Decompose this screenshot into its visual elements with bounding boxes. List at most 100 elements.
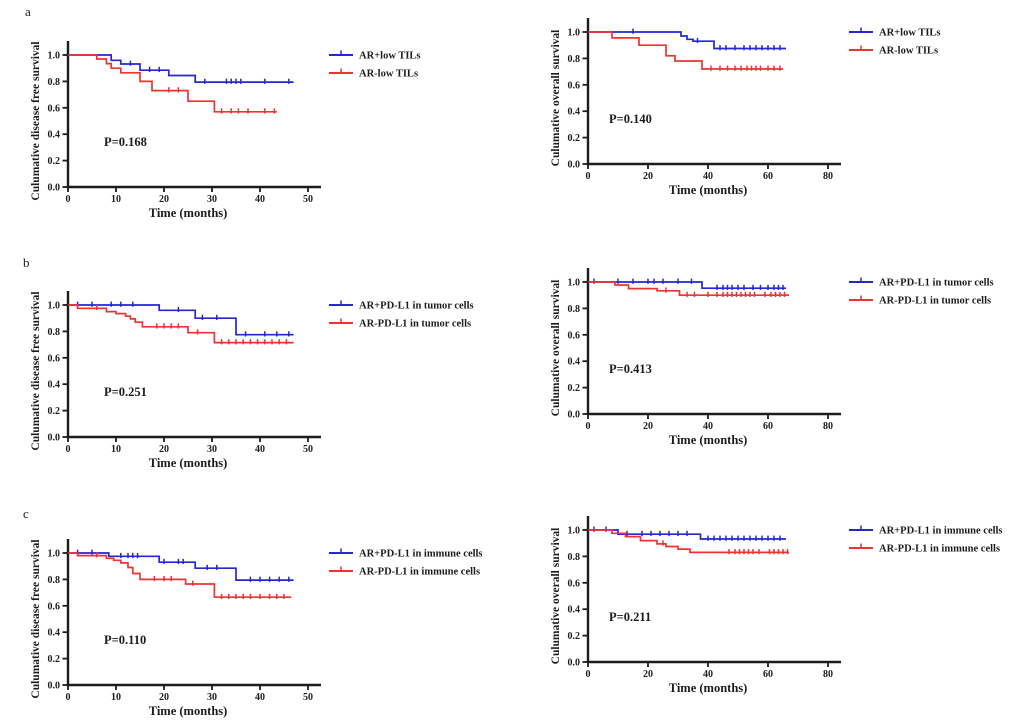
svg-text:0.2: 0.2 xyxy=(568,383,581,394)
svg-text:60: 60 xyxy=(763,669,773,680)
svg-text:P=0.168: P=0.168 xyxy=(104,135,147,149)
svg-text:Time (months): Time (months) xyxy=(149,456,228,470)
svg-text:0: 0 xyxy=(66,194,71,205)
svg-text:AR+low TILs: AR+low TILs xyxy=(359,51,421,62)
svg-text:0.0: 0.0 xyxy=(48,433,61,444)
svg-text:Culumative overall survival: Culumative overall survival xyxy=(550,280,562,417)
svg-text:1.0: 1.0 xyxy=(48,301,61,312)
svg-text:0.6: 0.6 xyxy=(48,601,61,612)
svg-text:AR+PD-L1 in immune cells: AR+PD-L1 in immune cells xyxy=(879,526,1003,537)
svg-text:20: 20 xyxy=(159,194,169,205)
km-chart-a-os: 0.0 0.2 0.4 0.6 0.8 1.0 0 20 40 60 80 Time (months)… xyxy=(550,18,941,197)
svg-text:0.0: 0.0 xyxy=(568,658,581,669)
svg-text:0.6: 0.6 xyxy=(568,330,581,341)
svg-text:0.4: 0.4 xyxy=(48,380,61,391)
svg-text:50: 50 xyxy=(303,692,313,703)
svg-text:Time (months): Time (months) xyxy=(669,183,748,197)
svg-text:40: 40 xyxy=(255,692,265,703)
svg-text:40: 40 xyxy=(255,444,265,455)
svg-text:0.2: 0.2 xyxy=(568,631,581,642)
svg-text:0: 0 xyxy=(586,171,591,182)
svg-text:0.8: 0.8 xyxy=(48,77,61,88)
svg-text:Time (months): Time (months) xyxy=(149,704,228,718)
svg-text:0.8: 0.8 xyxy=(568,54,581,65)
panel-letter-b: b xyxy=(23,255,30,270)
svg-text:0.8: 0.8 xyxy=(48,575,61,586)
svg-text:1.0: 1.0 xyxy=(568,278,581,289)
panel-letter-c: c xyxy=(23,506,29,521)
svg-text:0.2: 0.2 xyxy=(48,156,61,167)
svg-text:20: 20 xyxy=(643,171,653,182)
svg-text:60: 60 xyxy=(763,421,773,432)
km-chart-a-dfs: 0.0 0.2 0.4 0.6 0.8 1.0 0 10 20 30 40 50 Time (month… xyxy=(30,41,421,220)
svg-text:50: 50 xyxy=(303,194,313,205)
svg-text:0.6: 0.6 xyxy=(48,103,61,114)
svg-text:0.0: 0.0 xyxy=(568,410,581,421)
svg-text:AR-low TILs: AR-low TILs xyxy=(359,69,418,80)
svg-text:1.0: 1.0 xyxy=(48,549,61,560)
svg-text:50: 50 xyxy=(303,444,313,455)
svg-text:1.0: 1.0 xyxy=(568,28,581,39)
svg-text:1.0: 1.0 xyxy=(48,51,61,62)
svg-text:0.2: 0.2 xyxy=(48,654,61,665)
svg-text:0: 0 xyxy=(66,444,71,455)
svg-text:Time (months): Time (months) xyxy=(149,206,228,220)
svg-text:0.0: 0.0 xyxy=(568,160,581,171)
svg-text:30: 30 xyxy=(207,444,217,455)
svg-text:0.2: 0.2 xyxy=(568,133,581,144)
svg-text:AR-PD-L1 in immune cells: AR-PD-L1 in immune cells xyxy=(359,567,480,578)
svg-text:40: 40 xyxy=(703,421,713,432)
svg-text:0: 0 xyxy=(586,669,591,680)
svg-text:P=0.413: P=0.413 xyxy=(609,362,652,376)
svg-text:20: 20 xyxy=(159,692,169,703)
svg-text:30: 30 xyxy=(207,194,217,205)
svg-text:AR+PD-L1 in immune cells: AR+PD-L1 in immune cells xyxy=(359,549,483,560)
svg-text:1.0: 1.0 xyxy=(568,526,581,537)
svg-text:60: 60 xyxy=(763,171,773,182)
svg-text:80: 80 xyxy=(823,421,833,432)
svg-text:Time (months): Time (months) xyxy=(669,681,748,695)
svg-text:0.0: 0.0 xyxy=(48,681,61,692)
svg-text:AR+low TILs: AR+low TILs xyxy=(879,28,941,39)
svg-text:10: 10 xyxy=(111,444,121,455)
svg-text:0.8: 0.8 xyxy=(48,327,61,338)
svg-text:AR+PD-L1 in tumor cells: AR+PD-L1 in tumor cells xyxy=(879,278,994,289)
svg-text:0.4: 0.4 xyxy=(568,605,581,616)
svg-text:80: 80 xyxy=(823,171,833,182)
svg-text:Culumative disease free surviv: Culumative disease free survival xyxy=(30,539,42,698)
svg-text:Culumative overall survival: Culumative overall survival xyxy=(550,30,562,167)
svg-text:40: 40 xyxy=(703,171,713,182)
svg-text:0.6: 0.6 xyxy=(568,80,581,91)
svg-text:AR-PD-L1 in tumor cells: AR-PD-L1 in tumor cells xyxy=(359,319,471,330)
svg-text:10: 10 xyxy=(111,194,121,205)
svg-text:30: 30 xyxy=(207,692,217,703)
svg-text:40: 40 xyxy=(703,669,713,680)
svg-text:AR-low TILs: AR-low TILs xyxy=(879,46,938,57)
svg-text:0.0: 0.0 xyxy=(48,183,61,194)
svg-text:80: 80 xyxy=(823,669,833,680)
svg-text:0: 0 xyxy=(586,421,591,432)
svg-text:0.4: 0.4 xyxy=(48,130,61,141)
svg-text:P=0.251: P=0.251 xyxy=(104,385,147,399)
svg-text:P=0.140: P=0.140 xyxy=(609,112,652,126)
svg-text:0: 0 xyxy=(66,692,71,703)
svg-text:0.4: 0.4 xyxy=(568,357,581,368)
svg-text:Time (months): Time (months) xyxy=(669,433,748,447)
svg-text:P=0.110: P=0.110 xyxy=(104,633,146,647)
km-chart-c-dfs: 0.0 0.2 0.4 0.6 0.8 1.0 0 10 20 30 40 50 Time (month… xyxy=(30,539,483,718)
svg-text:40: 40 xyxy=(255,194,265,205)
svg-text:Culumative disease free surviv: Culumative disease free survival xyxy=(30,41,42,200)
svg-text:0.4: 0.4 xyxy=(48,628,61,639)
svg-text:0.4: 0.4 xyxy=(568,107,581,118)
svg-text:P=0.211: P=0.211 xyxy=(609,610,651,624)
km-chart-b-dfs: 0.0 0.2 0.4 0.6 0.8 1.0 0 10 20 30 40 50 Time (month… xyxy=(30,291,474,470)
svg-text:0.6: 0.6 xyxy=(48,353,61,364)
svg-text:0.8: 0.8 xyxy=(568,552,581,563)
km-chart-b-os: 0.0 0.2 0.4 0.6 0.8 1.0 0 20 40 60 80 Time (months)… xyxy=(550,268,994,447)
km-chart-c-os: 0.0 0.2 0.4 0.6 0.8 1.0 0 20 40 60 80 Time (months)… xyxy=(550,516,1003,695)
svg-text:20: 20 xyxy=(643,669,653,680)
svg-text:AR-PD-L1 in immune cells: AR-PD-L1 in immune cells xyxy=(879,544,1000,555)
svg-text:AR+PD-L1 in tumor cells: AR+PD-L1 in tumor cells xyxy=(359,301,474,312)
svg-text:10: 10 xyxy=(111,692,121,703)
